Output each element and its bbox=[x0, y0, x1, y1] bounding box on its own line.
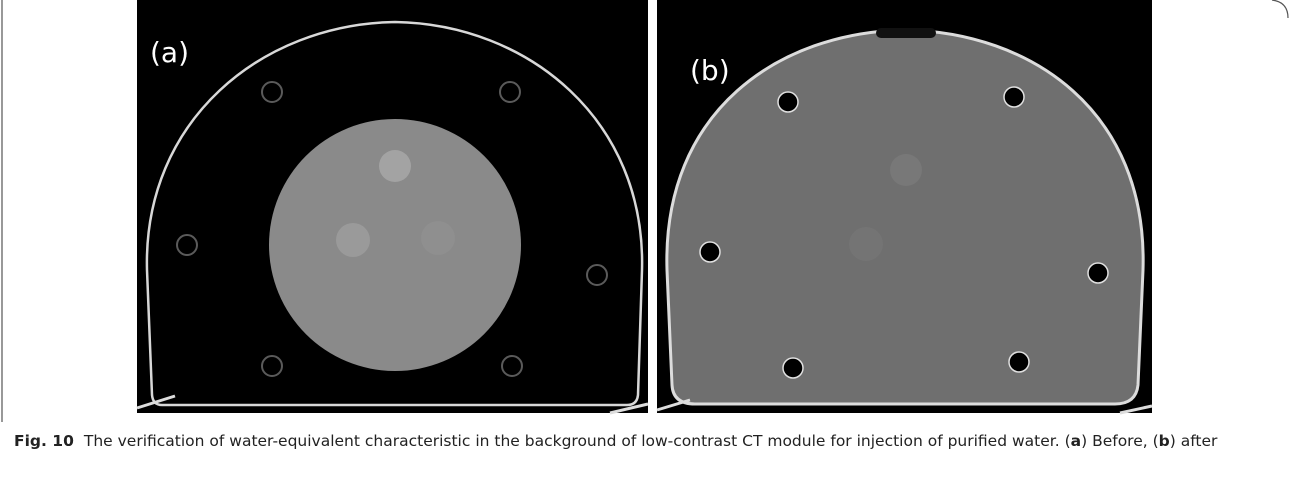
target bbox=[849, 227, 883, 261]
caption-text: ) Before, ( bbox=[1081, 432, 1159, 450]
target bbox=[890, 154, 922, 186]
vent bbox=[876, 28, 936, 38]
panel-b: (b) bbox=[656, 0, 1153, 415]
panel-label: (a) bbox=[150, 36, 189, 69]
caption: Fig. 10 The verification of water-equival… bbox=[14, 430, 1274, 452]
phantom bbox=[665, 28, 1145, 406]
caption-text: ) after bbox=[1169, 432, 1218, 450]
table-edge bbox=[656, 398, 1153, 415]
caption-bold: b bbox=[1158, 432, 1170, 450]
panel-a: (a) bbox=[136, 0, 649, 415]
figure-label: Fig. 10 bbox=[14, 432, 74, 450]
phantom-outline bbox=[145, 20, 644, 407]
frame-border bbox=[1, 0, 1289, 422]
target bbox=[336, 223, 370, 257]
holes bbox=[699, 86, 1109, 379]
caption-bold: a bbox=[1070, 432, 1082, 450]
target bbox=[421, 221, 455, 255]
table-edge bbox=[136, 394, 649, 415]
insert bbox=[269, 119, 521, 371]
panel-label: (b) bbox=[690, 54, 730, 87]
holes bbox=[176, 81, 608, 377]
target bbox=[379, 150, 411, 182]
caption-text: The verification of water-equivalent cha… bbox=[83, 432, 1071, 450]
